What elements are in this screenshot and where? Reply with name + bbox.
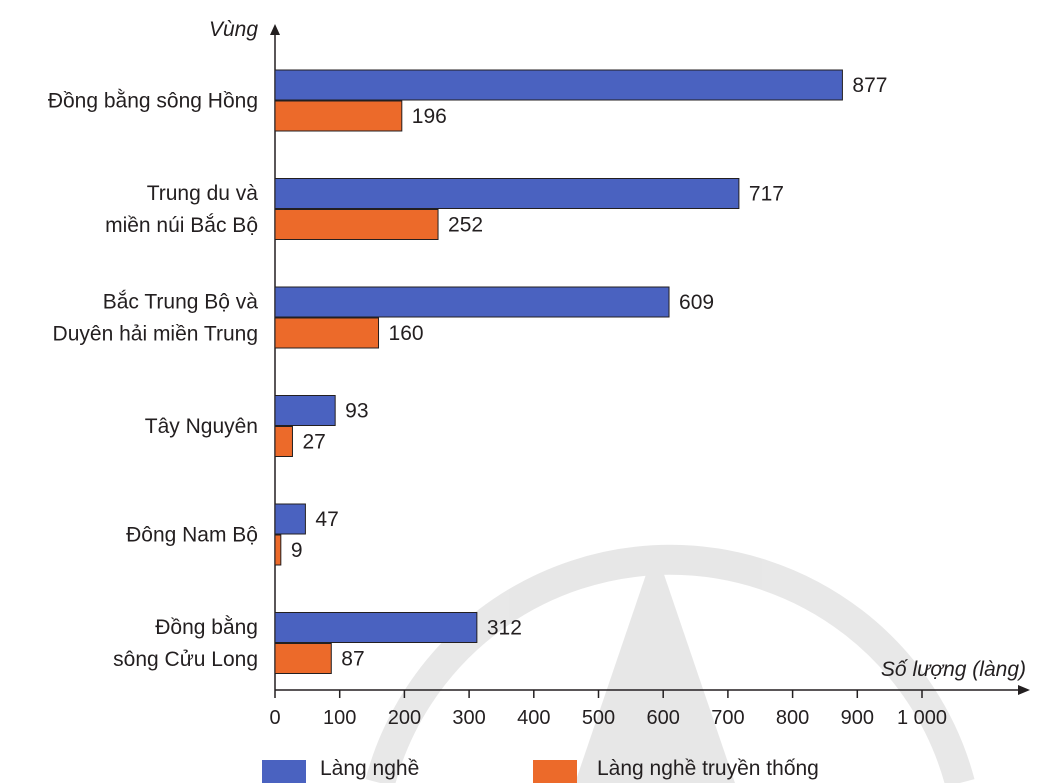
category-label: sông Cửu Long: [113, 648, 258, 671]
category-label: Trung du và: [147, 182, 259, 205]
category-labels: Đồng bằng sông Hồng Trung du và miền núi B…: [48, 90, 258, 672]
category-label: Đồng bằng sông Hồng: [48, 90, 258, 113]
bar: [274, 503, 306, 535]
bar: [274, 69, 843, 101]
x-ticks: 0 100 200 300 400 500 600 700 800 900 1 000: [269, 690, 947, 729]
bar: [274, 534, 282, 566]
category-label: Duyên hải miền Trung: [53, 323, 258, 346]
data-label: 196: [412, 105, 447, 128]
data-label: 27: [302, 431, 325, 454]
bar: [274, 317, 380, 349]
data-label: 252: [448, 214, 483, 237]
x-axis-title: Số lượng (làng): [881, 658, 1026, 681]
y-axis-title: Vùng: [209, 18, 258, 41]
bar: [274, 426, 293, 457]
legend-swatch-lang-nghe: [262, 760, 306, 783]
bar: [274, 395, 336, 426]
watermark: [365, 544, 975, 783]
data-label: 877: [852, 74, 887, 97]
bar: [274, 643, 332, 674]
x-tick-label: 200: [388, 707, 421, 729]
category-label: Đồng bằng: [155, 616, 258, 639]
legend-swatch-lang-nghe-truyen-thong: [533, 760, 577, 783]
bar: [274, 209, 439, 240]
data-label: 312: [487, 617, 522, 640]
bars: 877 196 717 252 609 160 93 27 47 9 312 87: [274, 69, 887, 674]
data-label: 87: [341, 648, 364, 671]
data-label: 93: [345, 400, 368, 423]
x-tick-label: 1 000: [897, 707, 947, 729]
x-tick-label: 700: [711, 707, 744, 729]
data-label: 9: [291, 539, 303, 562]
x-tick-label: 100: [323, 707, 356, 729]
category-label: miền núi Bắc Bộ: [105, 214, 258, 237]
x-tick-label: 300: [452, 707, 485, 729]
data-label: 47: [315, 508, 338, 531]
x-tick-label: 900: [841, 707, 874, 729]
x-tick-label: 500: [582, 707, 615, 729]
x-tick-label: 400: [517, 707, 550, 729]
legend-label-lang-nghe: Làng nghề: [320, 757, 419, 780]
x-tick-label: 0: [269, 707, 280, 729]
legend: Làng nghề Làng nghề truyền thống: [262, 757, 819, 783]
category-label: Tây Nguyên: [145, 415, 258, 438]
x-tick-label: 600: [647, 707, 680, 729]
bar: [274, 286, 670, 318]
x-axis-arrow: [1018, 685, 1030, 695]
bar: [274, 100, 403, 132]
category-label: Bắc Trung Bộ và: [103, 291, 259, 314]
y-axis-arrow: [270, 24, 280, 35]
bar: [274, 178, 740, 209]
category-label: Đông Nam Bộ: [126, 524, 258, 547]
legend-label-lang-nghe-truyen-thong: Làng nghề truyền thống: [597, 757, 819, 780]
data-label: 717: [749, 183, 784, 206]
data-label: 160: [389, 322, 424, 345]
bar: [274, 612, 478, 643]
data-label: 609: [679, 291, 714, 314]
x-tick-label: 800: [776, 707, 809, 729]
